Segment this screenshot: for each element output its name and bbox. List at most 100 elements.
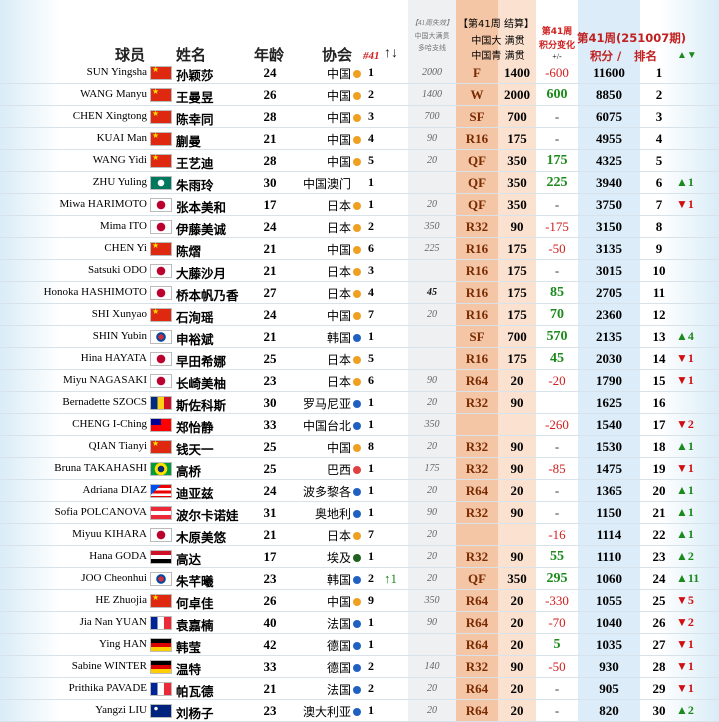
- rank: 20: [652, 483, 666, 498]
- points: 1040: [596, 615, 622, 630]
- table-row: Bernadette SZOCS 斯佐科斯 30 罗马尼亚 1 20 R32 90 1625 16: [0, 392, 719, 414]
- h-name: 姓名: [176, 46, 207, 64]
- h-assoc: 协会: [322, 46, 353, 64]
- flag: [150, 528, 172, 542]
- table-row: ZHU Yuling 朱雨玲 30 中国澳门 1 QF 350 225 3940 6 ▲1: [0, 172, 719, 194]
- player-zh: 申裕斌: [176, 332, 214, 347]
- flag-star: ★: [152, 439, 160, 448]
- flag: [150, 110, 172, 124]
- assoc-rank: 4: [368, 285, 374, 299]
- player-en: Prithika PAVADE: [68, 682, 147, 694]
- round-points: 20: [510, 615, 524, 630]
- rank-change: ▼5: [676, 593, 694, 607]
- age: 17: [263, 549, 277, 564]
- round: R16: [465, 307, 489, 322]
- flag: [150, 286, 172, 300]
- association: 中国: [326, 111, 351, 125]
- association: 法国: [326, 617, 351, 631]
- points: 1540: [596, 417, 622, 432]
- rank-change: ▼1: [676, 373, 694, 387]
- table-row: Yangzi LIU 刘杨子 23 澳大利亚 1 20 R64 20 - 820 30 ▲2: [0, 700, 719, 722]
- h-assoc-rank: #41: [363, 50, 380, 62]
- round: R32: [465, 439, 489, 454]
- table-row: WANG Yidi ★ 王艺迪 28 中国 5 20 QF 350 175 4325 5: [0, 150, 719, 172]
- assoc-rank: 3: [368, 109, 374, 123]
- table-row: Honoka HASHIMOTO 桥本帆乃香 27 日本 4 45 R16 175 85 2705…: [0, 282, 719, 304]
- age: 23: [263, 571, 277, 586]
- h-expired-1: 中国大满贯: [414, 32, 450, 40]
- age: 33: [263, 417, 277, 432]
- player-zh: 陈熠: [176, 244, 202, 259]
- rank: 6: [655, 175, 663, 190]
- expired-column: [408, 0, 456, 722]
- expired-points: 20: [427, 309, 437, 320]
- points: 930: [599, 659, 619, 674]
- rank-change: ▼1: [676, 659, 694, 673]
- h-change-1: 第41周: [541, 27, 573, 37]
- points: 2360: [596, 307, 622, 322]
- points-change: 70: [550, 307, 564, 322]
- round-points: 350: [507, 197, 527, 212]
- flag-star: ★: [152, 87, 160, 96]
- player-en: SHIN Yubin: [92, 330, 147, 342]
- assoc-rank: 1: [368, 549, 374, 563]
- expired-points: 90: [427, 133, 437, 144]
- player-zh: 桥本帆乃香: [176, 288, 239, 303]
- age: 21: [263, 241, 277, 256]
- expired-points: 1400: [422, 89, 442, 100]
- round-points: 1400: [504, 65, 530, 80]
- table-row: Sofia POLCANOVA 波尔卡诺娃 31 奥地利 1 90 R32 90 - 1150 21…: [0, 502, 719, 524]
- points-change: -70: [548, 615, 566, 630]
- assoc-rank: 2: [368, 659, 374, 673]
- player-zh: 郑怡静: [176, 420, 214, 435]
- player-zh: 大藤沙月: [176, 266, 227, 281]
- player-zh: 孙颖莎: [176, 68, 214, 83]
- h-points: 积分 /: [590, 49, 622, 63]
- round-column: [456, 0, 498, 722]
- points: 905: [599, 681, 619, 696]
- assoc-rank: 1: [368, 329, 374, 343]
- round-points: 175: [507, 263, 527, 278]
- points: 2135: [596, 329, 622, 344]
- flag-star: ★: [152, 65, 160, 74]
- assoc-dot: [353, 290, 361, 298]
- rank: 10: [652, 263, 666, 278]
- flag: [150, 616, 172, 630]
- table-row: JOO Cheonhui 朱芊曦 23 韩国 2 ↑1 20 QF 350 295 1060 24 ▲1…: [0, 568, 719, 590]
- rank: 24: [652, 571, 666, 586]
- table-row: HE Zhuojia ★ 何卓佳 26 中国 9 350 R64 20 -330 1055 25 ▼5: [0, 590, 719, 612]
- association: 澳大利亚: [302, 705, 351, 719]
- round-points: 20: [510, 593, 524, 608]
- rank: 21: [652, 505, 666, 520]
- rank: 26: [652, 615, 666, 630]
- flag-star: ★: [152, 131, 160, 140]
- table-row: CHENG I-Ching 郑怡静 33 中国台北 1 350 -260 1540 17 ▼2: [0, 414, 719, 436]
- association: 中国: [326, 309, 351, 323]
- round-points: 20: [510, 483, 524, 498]
- table-row: Hana GODA 高达 17 埃及 1 20 R32 90 55 1110 23 ▲2: [0, 546, 719, 568]
- expired-points: 20: [427, 441, 437, 452]
- assoc-dot: [353, 268, 361, 276]
- points: 1475: [596, 461, 622, 476]
- points: 3015: [596, 263, 622, 278]
- round: R16: [465, 131, 489, 146]
- round-points: 90: [510, 219, 524, 234]
- points-change: -: [554, 505, 560, 520]
- assoc-rank: 6: [368, 373, 374, 387]
- table-row: Sabine WINTER 温特 33 德国 2 140 R32 90 -50 930 28 ▼1: [0, 656, 719, 678]
- player-en: SUN Yingsha: [86, 66, 147, 78]
- round: SF: [469, 109, 485, 124]
- association: 埃及: [326, 551, 351, 565]
- points: 3750: [596, 197, 622, 212]
- points: 2705: [596, 285, 622, 300]
- flag: [150, 198, 172, 212]
- expired-points: 225: [424, 243, 440, 254]
- h-result-2: 中国青 满贯: [471, 51, 525, 62]
- round: QF: [467, 197, 487, 212]
- assoc-dot: [353, 312, 361, 320]
- table-row: Prithika PAVADE 帕瓦德 21 法国 2 20 R64 20 - 905 29 ▼1: [0, 678, 719, 700]
- rank: 16: [652, 395, 666, 410]
- round-points: 20: [510, 637, 524, 652]
- points-change: -16: [548, 527, 566, 542]
- round: R16: [465, 263, 489, 278]
